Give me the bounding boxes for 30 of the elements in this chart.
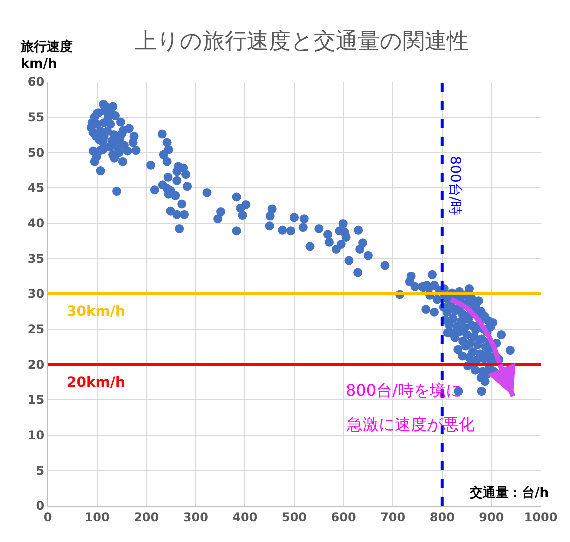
x-tick-label: 100 (84, 510, 110, 524)
x-tick-label: 400 (232, 510, 258, 524)
y-tick-label: 15 (28, 393, 45, 408)
x-tick-label: 700 (380, 510, 406, 524)
y-tick-label: 25 (28, 322, 45, 337)
y-tick-label: 50 (28, 146, 45, 160)
chart-title: 上りの旅行速度と交通量の関連性 (135, 29, 470, 54)
x-tick-label: 200 (134, 510, 160, 524)
x-tick-label: 900 (479, 510, 504, 524)
y-tick-label: 5 (36, 464, 45, 478)
y-axis-title: 旅行速度 km/h (20, 39, 73, 72)
x-axis-title: 交通量：台/h (469, 485, 550, 501)
y-tick-label: 40 (28, 216, 45, 231)
annotation: 急激に速度が悪化 (346, 415, 475, 434)
y-tick-label: 60 (28, 75, 45, 90)
y-tick-label: 45 (28, 181, 45, 196)
y-tick-label: 10 (28, 428, 45, 443)
y-tick-label: 30 (28, 287, 45, 302)
x-tick-label: 300 (183, 510, 208, 524)
ref-line-label: 20km/h (67, 375, 126, 391)
ref-line-label: 30km/h (67, 304, 126, 320)
y-tick-label: 0 (36, 499, 45, 514)
y-tick-label: 35 (28, 252, 45, 266)
x-tick-label: 500 (282, 510, 308, 524)
ref-line-label: 800台/時 (446, 156, 463, 216)
x-tick-label: 800 (430, 510, 455, 524)
x-tick-label: 1000 (524, 510, 558, 524)
x-tick-label: 600 (331, 510, 356, 524)
y-tick-label: 55 (28, 110, 45, 125)
y-tick-label: 20 (28, 358, 45, 372)
